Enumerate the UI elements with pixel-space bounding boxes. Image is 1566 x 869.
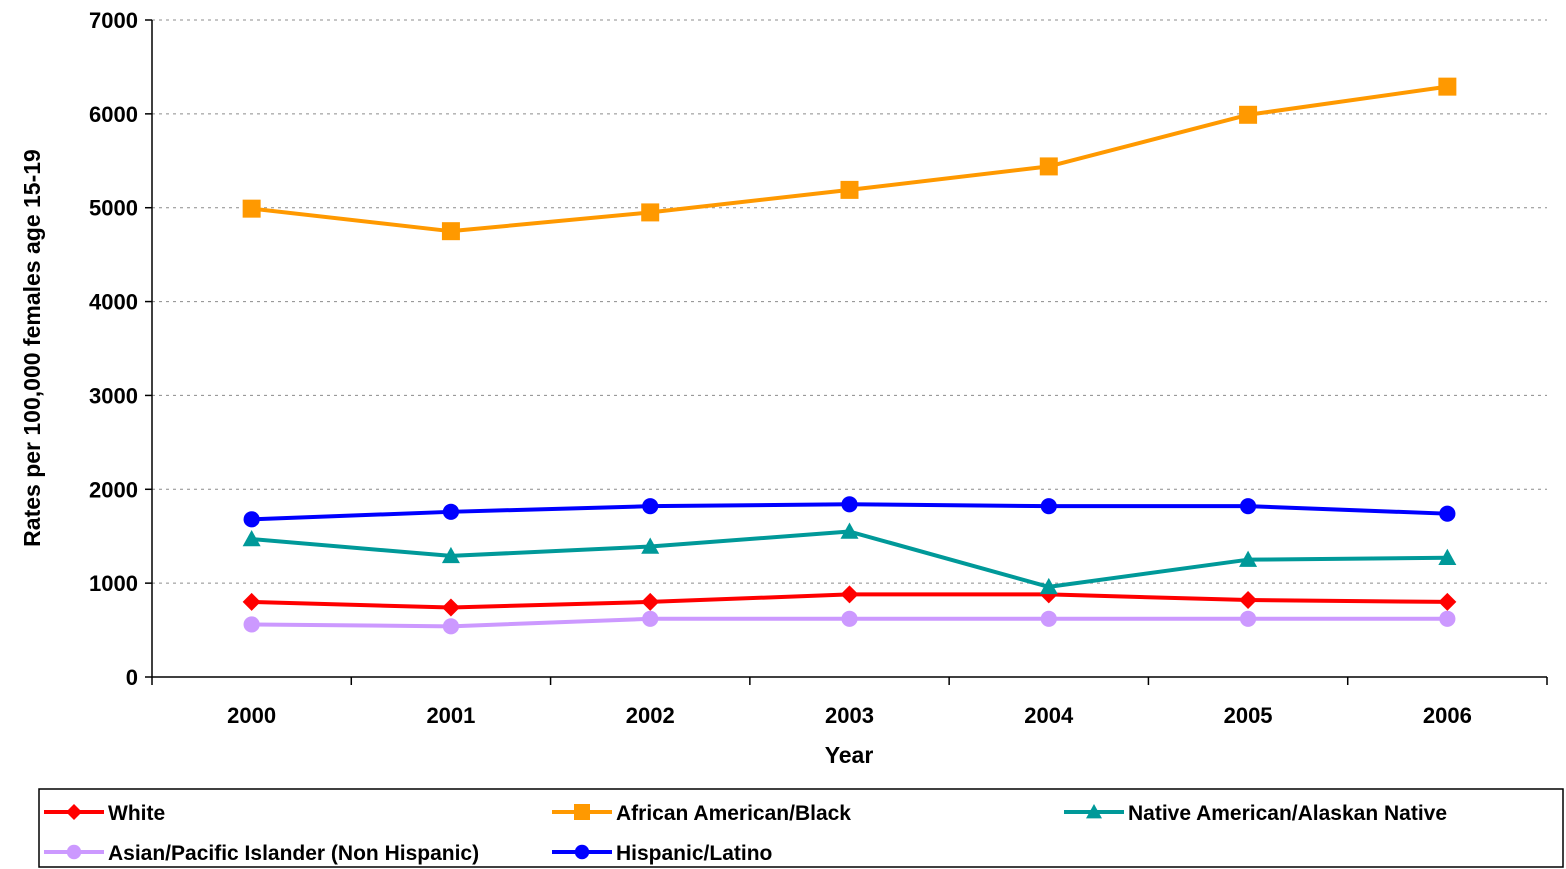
legend-label: Asian/Pacific Islander (Non Hispanic): [108, 842, 479, 865]
gridlines: [152, 19, 1547, 584]
y-tick-label: 7000: [89, 8, 138, 33]
data-point: [1239, 498, 1257, 515]
data-point: [441, 222, 460, 241]
data-point: [1438, 548, 1457, 566]
data-point: [242, 530, 261, 547]
y-tick-label: 4000: [89, 290, 138, 315]
data-point: [1040, 610, 1057, 627]
series-line: [251, 529, 1448, 589]
data-point: [1039, 577, 1058, 595]
y-axis-title: Rates per 100,000 females age 15-19: [19, 149, 45, 547]
data-point: [1239, 610, 1257, 627]
series-african-american-black: [242, 77, 1457, 241]
data-point: [841, 610, 858, 627]
y-tick-label: 5000: [89, 196, 138, 221]
data-point: [1438, 77, 1457, 96]
legend-item: African American/Black: [552, 802, 851, 825]
data-point: [841, 496, 858, 513]
data-point: [1239, 591, 1258, 610]
x-tick-label: 2001: [426, 703, 475, 728]
data-point: [641, 537, 660, 554]
x-tick-label: 2004: [1024, 703, 1074, 728]
legend: White African American/Black Native Americ…: [38, 788, 1564, 868]
axes: [145, 19, 1548, 685]
data-point: [641, 203, 660, 222]
series-white: [242, 585, 1457, 617]
legend-label: White: [108, 802, 165, 825]
data-point: [642, 498, 659, 515]
data-point: [242, 199, 261, 218]
data-point: [242, 592, 261, 611]
legend-swatch-marker: [574, 804, 590, 820]
series-asian-pacific-islander-non-hispanic: [243, 610, 1456, 635]
series-native-american-alaskan-native: [242, 522, 1457, 595]
legend-label: Native American/Alaskan Native: [1128, 802, 1447, 825]
y-tick-label: 0: [126, 665, 138, 690]
data-point: [243, 511, 260, 528]
legend-box: [38, 788, 1564, 868]
y-tick-label: 6000: [89, 102, 138, 127]
data-point: [1239, 105, 1258, 124]
x-tick-label: 2003: [825, 703, 874, 728]
x-tick-label: 2000: [227, 703, 276, 728]
data-point: [840, 522, 859, 539]
legend-swatch-marker: [1086, 804, 1102, 819]
data-point: [641, 592, 660, 611]
x-axis-title: Year: [825, 742, 874, 768]
x-tick-label: 2002: [626, 703, 675, 728]
x-tick-label: 2005: [1224, 703, 1273, 728]
legend-swatch-marker: [66, 804, 82, 820]
data-point: [1439, 610, 1456, 627]
legend-item: Asian/Pacific Islander (Non Hispanic): [44, 842, 479, 865]
legend-item: White: [44, 802, 165, 825]
data-point: [441, 546, 460, 564]
legend-label: Hispanic/Latino: [616, 842, 772, 865]
data-point: [642, 610, 659, 627]
data-point: [442, 503, 460, 520]
data-point: [840, 585, 859, 604]
legend-label: African American/Black: [616, 802, 851, 825]
y-tick-label: 1000: [89, 571, 138, 596]
x-tick-labels: 2000 2001 2002 2003 2004 2005 2006: [227, 703, 1472, 728]
data-point: [441, 598, 460, 617]
series-group: [242, 77, 1457, 635]
y-tick-label: 3000: [89, 383, 138, 408]
data-point: [1239, 550, 1258, 567]
data-point: [1438, 592, 1457, 611]
legend-item: Native American/Alaskan Native: [1064, 802, 1447, 825]
series-line: [251, 84, 1448, 234]
data-point: [840, 180, 859, 199]
legend-item: Hispanic/Latino: [552, 842, 772, 865]
data-point: [442, 618, 460, 635]
legend-swatch-marker: [66, 844, 82, 860]
data-point: [1439, 505, 1456, 522]
y-tick-label: 2000: [89, 477, 138, 502]
data-point: [1040, 498, 1057, 515]
series-hispanic-latino: [243, 496, 1456, 528]
data-point: [243, 616, 260, 633]
y-tick-labels: 0 1000 2000 3000 4000 5000 6000 7000: [89, 8, 138, 690]
x-tick-label: 2006: [1423, 703, 1472, 728]
legend-swatch-marker: [574, 844, 590, 860]
data-point: [1039, 157, 1058, 176]
